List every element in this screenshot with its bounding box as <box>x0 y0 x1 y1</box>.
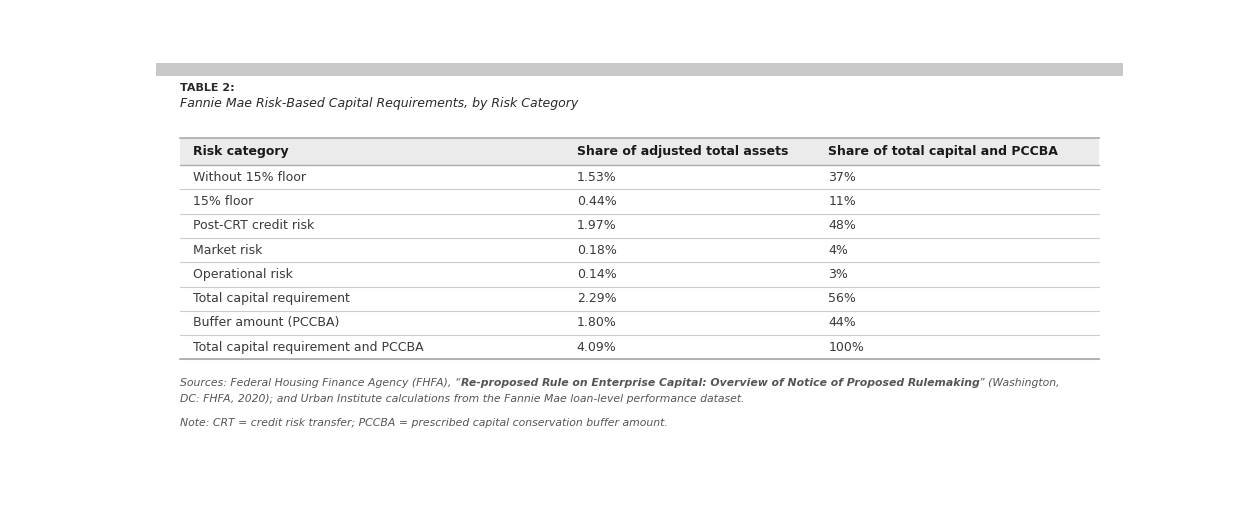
FancyBboxPatch shape <box>180 137 1099 165</box>
Text: 4.09%: 4.09% <box>577 341 617 354</box>
FancyBboxPatch shape <box>180 335 1099 359</box>
Text: DC: FHFA, 2020); and Urban Institute calculations from the Fannie Mae loan-level: DC: FHFA, 2020); and Urban Institute cal… <box>180 394 745 404</box>
FancyBboxPatch shape <box>180 238 1099 262</box>
Text: 3%: 3% <box>829 268 849 281</box>
Text: 48%: 48% <box>829 219 856 232</box>
Text: Post-CRT credit risk: Post-CRT credit risk <box>192 219 314 232</box>
Text: Market risk: Market risk <box>192 244 262 257</box>
FancyBboxPatch shape <box>180 214 1099 238</box>
Text: Buffer amount (PCCBA): Buffer amount (PCCBA) <box>192 316 339 330</box>
Text: Without 15% floor: Without 15% floor <box>192 171 306 183</box>
Text: Share of adjusted total assets: Share of adjusted total assets <box>577 145 787 158</box>
Text: 44%: 44% <box>829 316 856 330</box>
FancyBboxPatch shape <box>180 165 1099 189</box>
Text: Fannie Mae Risk-Based Capital Requirements, by Risk Category: Fannie Mae Risk-Based Capital Requiremen… <box>180 97 578 111</box>
Text: Risk category: Risk category <box>192 145 288 158</box>
FancyBboxPatch shape <box>180 262 1099 287</box>
Text: 56%: 56% <box>829 292 856 305</box>
Text: 15% floor: 15% floor <box>192 195 253 208</box>
FancyBboxPatch shape <box>180 189 1099 214</box>
Text: Note: CRT = credit risk transfer; PCCBA = prescribed capital conservation buffer: Note: CRT = credit risk transfer; PCCBA … <box>180 418 668 428</box>
FancyBboxPatch shape <box>180 311 1099 335</box>
Text: 1.53%: 1.53% <box>577 171 617 183</box>
Text: Total capital requirement: Total capital requirement <box>192 292 349 305</box>
Text: Sources: Federal Housing Finance Agency (FHFA), “: Sources: Federal Housing Finance Agency … <box>180 378 461 388</box>
Text: ” (Washington,: ” (Washington, <box>980 378 1060 388</box>
FancyBboxPatch shape <box>156 63 1123 76</box>
Text: 1.80%: 1.80% <box>577 316 617 330</box>
Text: Re-proposed Rule on Enterprise Capital: Overview of Notice of Proposed Rulemakin: Re-proposed Rule on Enterprise Capital: … <box>461 378 980 388</box>
Text: 1.97%: 1.97% <box>577 219 617 232</box>
FancyBboxPatch shape <box>180 287 1099 311</box>
Text: 0.44%: 0.44% <box>577 195 617 208</box>
Text: 11%: 11% <box>829 195 856 208</box>
Text: Share of total capital and PCCBA: Share of total capital and PCCBA <box>829 145 1058 158</box>
Text: 100%: 100% <box>829 341 864 354</box>
Text: 37%: 37% <box>829 171 856 183</box>
Text: 0.18%: 0.18% <box>577 244 617 257</box>
Text: 0.14%: 0.14% <box>577 268 617 281</box>
Text: 2.29%: 2.29% <box>577 292 617 305</box>
Text: Total capital requirement and PCCBA: Total capital requirement and PCCBA <box>192 341 423 354</box>
Text: TABLE 2:: TABLE 2: <box>180 83 235 93</box>
Text: 4%: 4% <box>829 244 849 257</box>
Text: Operational risk: Operational risk <box>192 268 292 281</box>
